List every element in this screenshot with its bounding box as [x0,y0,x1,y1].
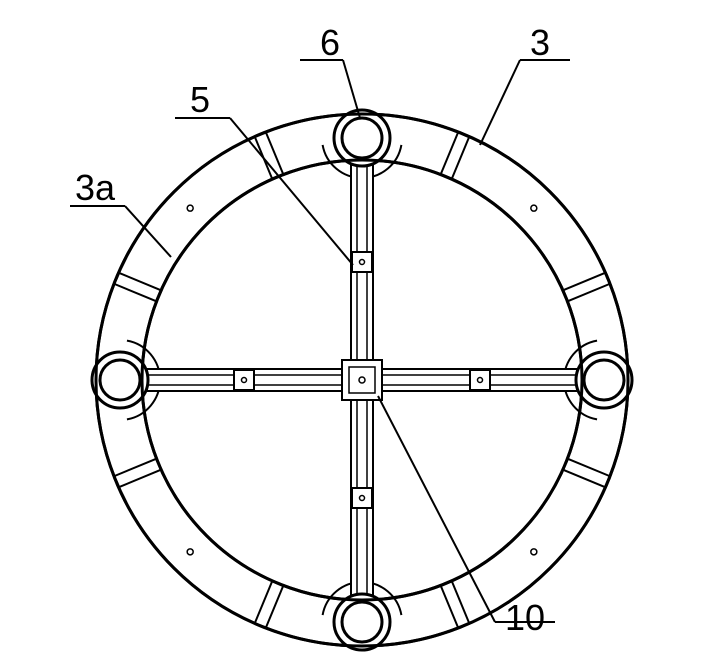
label-6: 6 [320,22,340,63]
hub-circle-inner [342,602,382,642]
beam-mid-square [352,252,372,272]
hub-circle-inner [584,360,624,400]
label-leader [343,60,360,118]
label-leader [480,60,520,145]
label-10: 10 [505,597,545,638]
engineering-diagram: 6 3 5 3a 10 [0,0,725,672]
label-5: 5 [190,79,210,120]
hub-circle-inner [342,118,382,158]
beam-mid-square [352,488,372,508]
beam-mid-square [470,370,490,390]
hub-circle-inner [100,360,140,400]
label-3a: 3a [75,167,116,208]
center-hub-outer [342,360,382,400]
label-3: 3 [530,22,550,63]
beam-mid-square [234,370,254,390]
